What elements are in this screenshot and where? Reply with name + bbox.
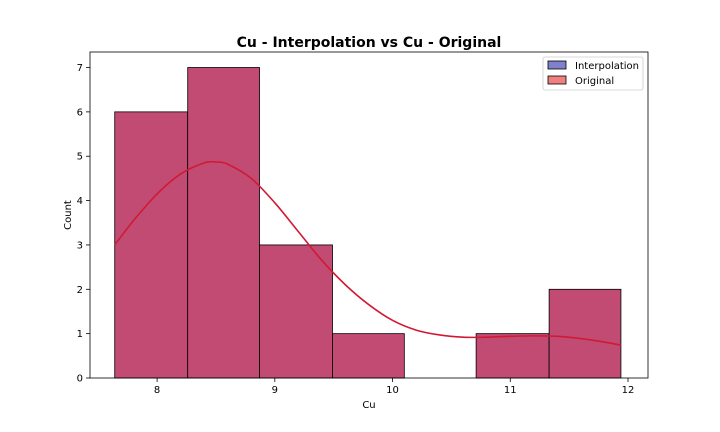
legend: Interpolation Original [542, 56, 644, 91]
legend-label-interpolation: Interpolation [575, 61, 639, 72]
y-tick-label: 1 [77, 329, 83, 340]
histogram-bar [548, 288, 622, 379]
y-tick-label: 2 [77, 285, 83, 296]
x-tick-label: 10 [386, 385, 399, 396]
y-tick-label: 6 [77, 107, 83, 118]
histogram-bar [332, 333, 405, 379]
legend-label-original: Original [575, 76, 614, 87]
y-tick-label: 7 [77, 63, 83, 74]
histogram-bar [259, 244, 333, 379]
y-tick-label: 4 [77, 196, 83, 207]
x-axis-ticks: 8 9 10 11 12 [154, 378, 634, 396]
legend-swatch-interpolation [547, 60, 567, 70]
plot-frame [89, 51, 649, 379]
x-tick-label: 9 [272, 385, 278, 396]
y-tick-label: 5 [77, 152, 83, 163]
histogram-bar [475, 333, 550, 379]
x-tick-label: 11 [504, 385, 517, 396]
histogram-bar [114, 111, 189, 379]
y-tick-label: 0 [77, 374, 83, 385]
kde-line [114, 160, 622, 346]
x-tick-label: 12 [622, 385, 635, 396]
y-tick-label: 3 [77, 240, 83, 251]
histogram-bars [114, 67, 622, 379]
legend-swatch-original [547, 75, 567, 85]
histogram-bar [187, 67, 260, 379]
y-axis-ticks: 0 1 2 3 4 5 6 7 [77, 63, 90, 385]
legend-box [542, 56, 644, 91]
chart-title: Cu - Interpolation vs Cu - Original [237, 35, 502, 51]
y-axis-label: Count [63, 200, 74, 230]
x-tick-label: 8 [154, 385, 160, 396]
x-axis-label: Cu [362, 400, 375, 411]
